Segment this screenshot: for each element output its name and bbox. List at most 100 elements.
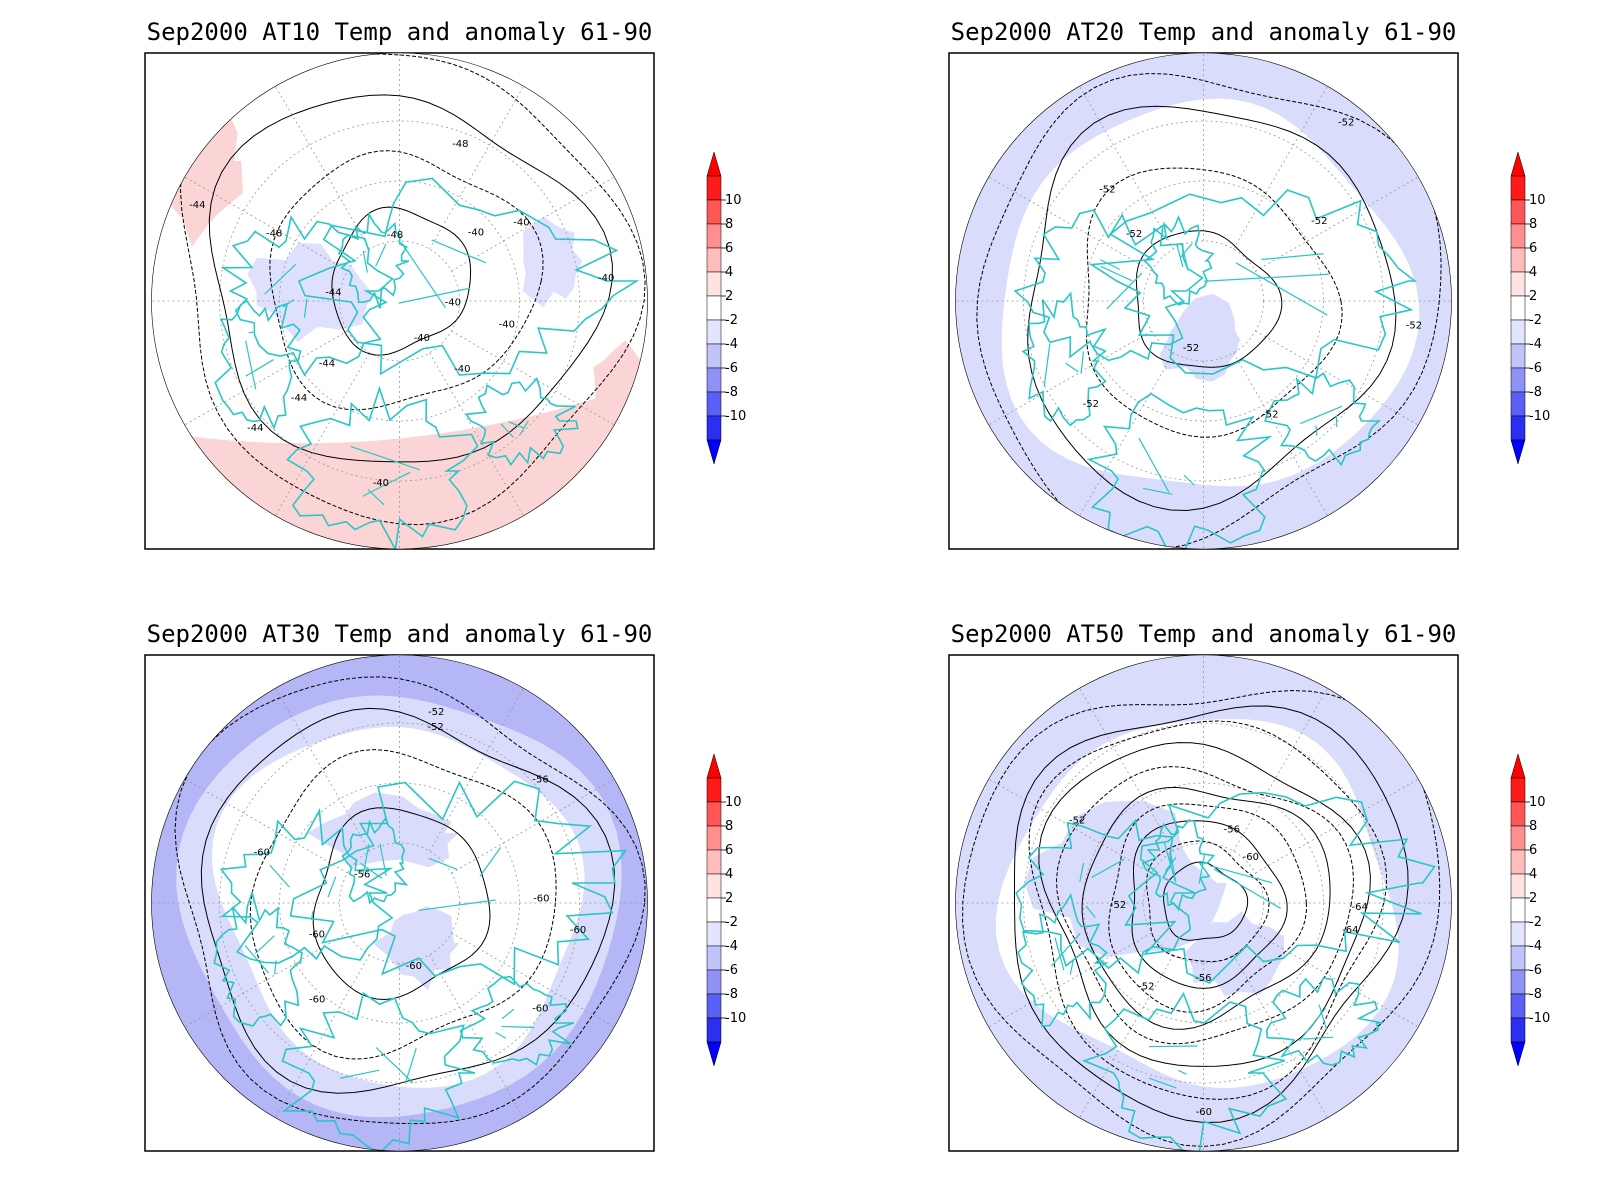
- colorbar-under-triangle: [1510, 1041, 1526, 1067]
- border-line: [1100, 259, 1121, 271]
- meridian-line: [1255, 330, 1419, 426]
- contour-label: -56: [354, 869, 370, 880]
- border-line: [1142, 487, 1173, 495]
- coastline-5: [1017, 892, 1109, 1028]
- map-panel-at20: Sep2000 AT20 Temp and anomaly 61-90 -52 -5…: [948, 18, 1550, 550]
- border-line: [264, 263, 297, 295]
- contour-label: -56: [532, 775, 548, 786]
- border-line: [362, 471, 411, 497]
- contour-label: -40: [499, 320, 515, 331]
- border-line: [1079, 862, 1085, 882]
- colorbar-swatch: [1510, 993, 1526, 1019]
- border-line: [327, 876, 337, 898]
- colorbar-swatch: [1510, 921, 1526, 947]
- meridian-line: [429, 954, 524, 1118]
- colorbar-swatch: [706, 993, 722, 1019]
- colorbar-label: 4: [1529, 867, 1537, 882]
- contour-label: -60: [1196, 1107, 1212, 1118]
- contour-label: -44: [325, 288, 341, 299]
- colorbar-swatch: [1510, 319, 1526, 345]
- contour-label: -52: [1126, 229, 1142, 240]
- colorbar-swatch: [706, 175, 722, 201]
- meridian-line: [1079, 688, 1174, 852]
- border-line: [1298, 1007, 1326, 1042]
- contour-label: -60: [532, 1003, 548, 1014]
- border-line: [1054, 937, 1065, 971]
- colorbar-label: 10: [1529, 795, 1546, 810]
- temperature-contour: [1163, 861, 1249, 941]
- temperature-contour: [1038, 742, 1371, 1067]
- colorbar-under-triangle: [706, 1041, 722, 1067]
- colorbar-swatch: [706, 921, 722, 947]
- border-line: [1209, 865, 1273, 884]
- contour-label: -52: [1311, 216, 1327, 227]
- border-line: [1138, 437, 1170, 493]
- contour-label: -60: [533, 893, 549, 904]
- colorbar-label: -4: [1529, 939, 1542, 954]
- colorbar-over-triangle: [706, 753, 722, 779]
- meridian-line: [1079, 954, 1174, 1118]
- contour-label: -56: [1195, 973, 1211, 984]
- contour-label: -60: [309, 930, 325, 941]
- border-line: [244, 945, 269, 974]
- temperature-contour: [1081, 786, 1331, 1030]
- colorbar-swatch: [1510, 271, 1526, 297]
- border-line: [362, 844, 370, 877]
- border-line: [365, 242, 368, 246]
- contour-label: -60: [1243, 852, 1259, 863]
- temperature-contour: [269, 150, 544, 411]
- colorbar-swatch: [1510, 223, 1526, 249]
- contour-label: -52: [427, 722, 443, 733]
- contour-label: -48: [387, 230, 403, 241]
- colorbar-label: -6: [725, 361, 738, 376]
- colorbar-label: 6: [725, 843, 733, 858]
- colorbar-label: -6: [725, 963, 738, 978]
- contour-label: -44: [319, 359, 335, 370]
- meridian-line: [184, 778, 348, 874]
- colorbar-label: 8: [1529, 819, 1537, 834]
- coastline-1: [1124, 791, 1436, 985]
- colorbar-label: -4: [725, 337, 738, 352]
- contour-label: -40: [598, 273, 614, 284]
- contour-label: -52: [1099, 185, 1115, 196]
- colorbar-swatch: [706, 849, 722, 875]
- map-boundary: [955, 654, 1452, 1152]
- colorbar-label: -8: [1529, 385, 1542, 400]
- colorbar-over-triangle: [1510, 151, 1526, 177]
- meridian-line: [451, 176, 615, 272]
- border-line: [479, 846, 502, 877]
- meridian-line: [1233, 688, 1328, 852]
- border-line: [519, 420, 529, 436]
- contour-label: -40: [414, 333, 430, 344]
- border-line: [1178, 1069, 1187, 1075]
- border-line: [254, 935, 275, 955]
- colorbar-label: -10: [1529, 1011, 1550, 1026]
- colorbar-swatch: [1510, 825, 1526, 851]
- colorbar-swatch: [706, 873, 722, 899]
- border-line: [1080, 351, 1085, 374]
- colorbar-swatch: [706, 897, 722, 923]
- border-line: [1213, 868, 1281, 909]
- border-line: [1050, 933, 1081, 967]
- map-boundary: [151, 52, 648, 550]
- panel-title: Sep2000 AT10 Temp and anomaly 61-90: [147, 18, 653, 46]
- contour-label: -64: [1352, 902, 1368, 913]
- colorbar-swatch: [1510, 1017, 1526, 1043]
- colorbar-swatch: [706, 1017, 722, 1043]
- colorbar-label: -2: [725, 915, 738, 930]
- meridian-line: [1079, 352, 1174, 516]
- temperature-contour: [976, 72, 1442, 549]
- border-line: [500, 423, 514, 438]
- border-line: [405, 1048, 417, 1083]
- panel-title: Sep2000 AT20 Temp and anomaly 61-90: [951, 18, 1457, 46]
- meridian-line: [988, 932, 1152, 1028]
- meridian-line: [275, 352, 370, 516]
- temperature-contour: [174, 676, 646, 1125]
- colorbar-swatch: [1510, 367, 1526, 393]
- colorbar-swatch: [706, 295, 722, 321]
- border-line: [428, 857, 458, 871]
- contour-label: -44: [247, 423, 263, 434]
- temperature-contour: [1131, 820, 1288, 989]
- border-line: [1183, 474, 1195, 486]
